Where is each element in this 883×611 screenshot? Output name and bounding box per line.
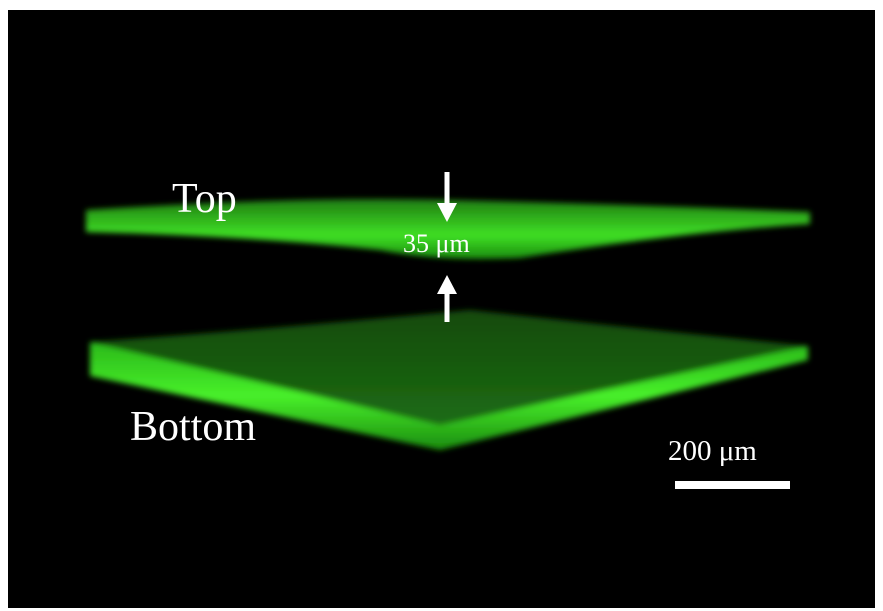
page: Top 35 μm Bottom 200 μm (() => { const d…: [0, 0, 883, 611]
scale-bar: [675, 481, 790, 489]
top-label: Top: [172, 176, 237, 222]
background: [8, 10, 875, 608]
bottom-label: Bottom: [130, 404, 256, 450]
scale-label: 200 μm: [668, 435, 757, 467]
micrograph: Top 35 μm Bottom 200 μm: [0, 0, 883, 611]
gap-label: 35 μm: [403, 229, 470, 258]
